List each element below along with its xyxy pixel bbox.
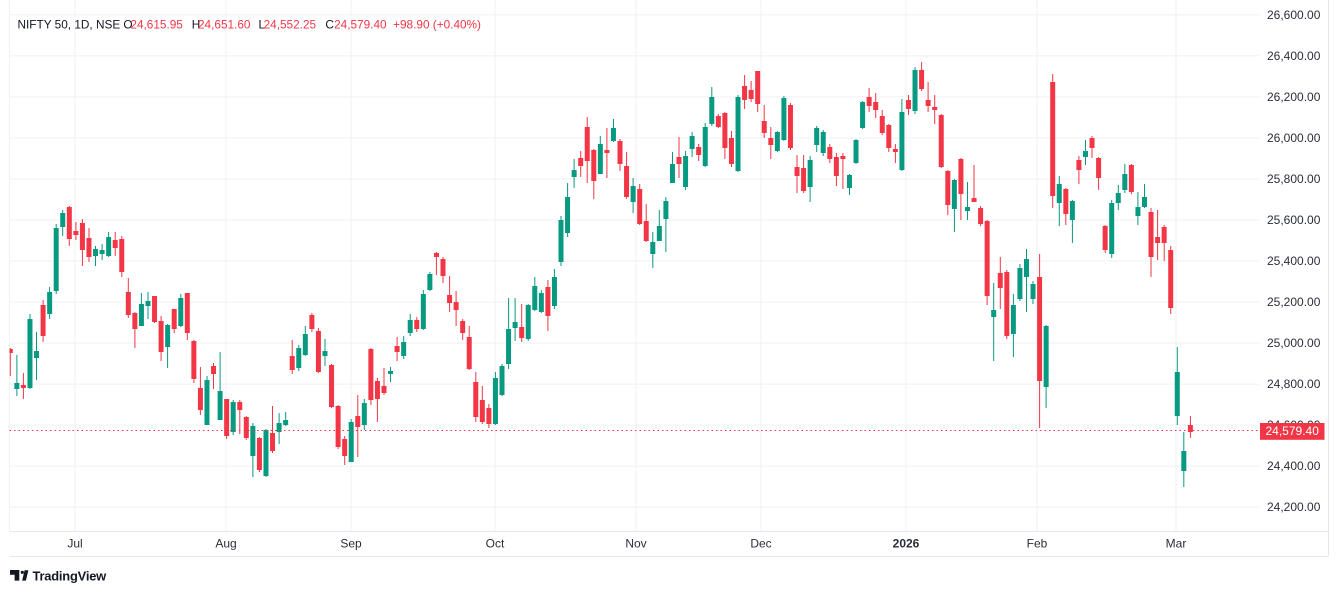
svg-text:O: O — [123, 17, 132, 31]
svg-text:Dec: Dec — [750, 537, 771, 551]
svg-text:25,400.00: 25,400.00 — [1267, 254, 1321, 268]
svg-text:2026: 2026 — [893, 537, 920, 551]
svg-text:25,000.00: 25,000.00 — [1267, 336, 1321, 350]
svg-text:24,552.25: 24,552.25 — [264, 17, 317, 31]
svg-text:26,000.00: 26,000.00 — [1267, 131, 1321, 145]
svg-text:24,651.60: 24,651.60 — [198, 17, 251, 31]
svg-text:24,579.40: 24,579.40 — [334, 17, 387, 31]
svg-text:25,200.00: 25,200.00 — [1267, 295, 1321, 309]
svg-text:26,200.00: 26,200.00 — [1267, 90, 1321, 104]
svg-text:Jul: Jul — [67, 537, 82, 551]
svg-text:24,800.00: 24,800.00 — [1267, 377, 1321, 391]
svg-text:26,400.00: 26,400.00 — [1267, 49, 1321, 63]
svg-text:Nov: Nov — [625, 537, 646, 551]
svg-text:TradingView: TradingView — [33, 569, 108, 584]
svg-text:+98.90 (+0.40%): +98.90 (+0.40%) — [393, 17, 481, 31]
svg-text:NIFTY 50, 1D, NSE: NIFTY 50, 1D, NSE — [18, 17, 121, 31]
svg-text:Mar: Mar — [1166, 537, 1187, 551]
svg-text:C: C — [325, 17, 334, 31]
svg-text:H: H — [192, 17, 201, 31]
svg-text:26,600.00: 26,600.00 — [1267, 8, 1321, 22]
svg-text:Aug: Aug — [215, 537, 236, 551]
svg-text:24,200.00: 24,200.00 — [1267, 500, 1321, 514]
svg-text:Sep: Sep — [340, 537, 362, 551]
svg-text:24,615.95: 24,615.95 — [130, 17, 183, 31]
svg-text:24,400.00: 24,400.00 — [1267, 459, 1321, 473]
svg-text:25,800.00: 25,800.00 — [1267, 172, 1321, 186]
svg-text:25,600.00: 25,600.00 — [1267, 213, 1321, 227]
svg-text:Feb: Feb — [1027, 537, 1048, 551]
svg-text:24,579.40: 24,579.40 — [1266, 424, 1320, 438]
svg-text:L: L — [259, 17, 266, 31]
svg-text:Oct: Oct — [486, 537, 505, 551]
